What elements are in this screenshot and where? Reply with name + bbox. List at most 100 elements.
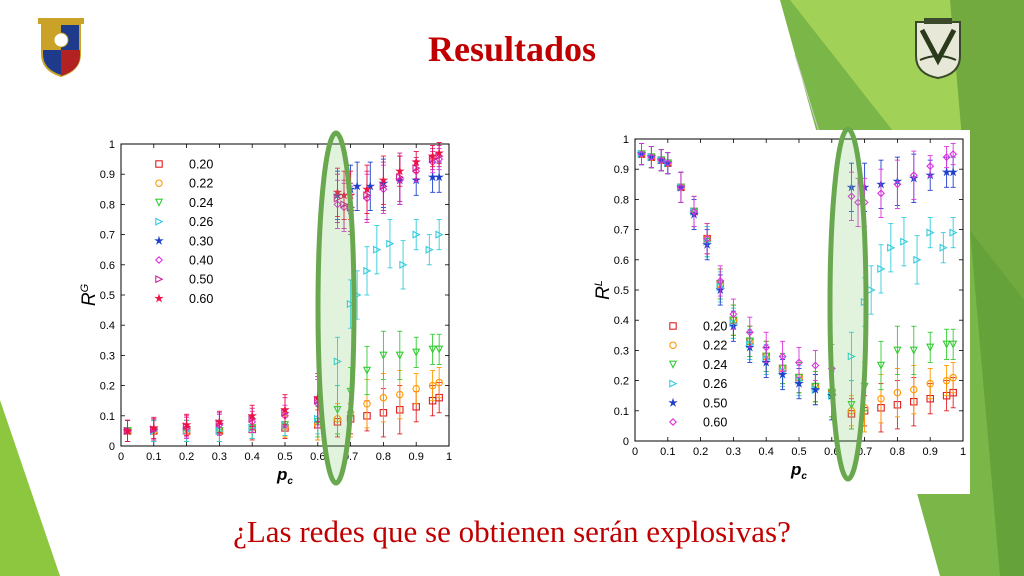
slide-title: Resultados: [427, 29, 597, 69]
y-tick-label: 0.9: [614, 164, 629, 176]
y-tick-label: 0.5: [614, 285, 629, 297]
data-point: [778, 352, 787, 361]
data-point: [412, 348, 421, 357]
y-tick-label: 0.3: [614, 345, 629, 357]
series-0.26: [637, 143, 958, 421]
data-point: [362, 366, 372, 375]
data-point: [363, 399, 371, 408]
chart-global-panel: 0 0.1 0.2 0.3 0.4 0.5 0.6 0.7 0.8 0.9 1 0 0.1 0.2 0.3 0…: [70, 130, 462, 490]
data-point: [942, 376, 951, 385]
x-tick-label: 0.2: [693, 446, 708, 458]
x-tick-label: 0.6: [824, 446, 839, 458]
legend-marker: [669, 341, 677, 349]
data-point: [716, 276, 725, 285]
data-point: [913, 255, 922, 264]
data-point: [181, 419, 192, 429]
slide-question: ¿Las redes que se obtienen serán explosi…: [233, 514, 791, 549]
y-tick-label: 0.6: [100, 260, 115, 272]
legend-marker: [154, 198, 164, 207]
x-tick-label: 0.8: [890, 446, 905, 458]
data-point: [396, 390, 404, 399]
data-point: [887, 243, 896, 252]
x-tick-label: 0.5: [791, 446, 806, 458]
data-point: [663, 159, 672, 168]
data-point: [949, 340, 958, 349]
y-tick-label: 0.6: [614, 255, 629, 267]
data-point: [893, 180, 902, 189]
data-point: [745, 328, 754, 337]
legend-marker: [155, 179, 163, 187]
data-point: [214, 416, 225, 426]
data-point: [148, 422, 159, 432]
series-0.50: [123, 145, 444, 442]
legend-label: 0.60: [703, 416, 727, 430]
x-axis-label: pc: [276, 465, 293, 487]
x-tick-label: 1: [960, 446, 966, 458]
data-point: [379, 393, 388, 402]
data-point: [877, 264, 886, 273]
legend-marker: [669, 418, 677, 426]
data-point: [435, 230, 444, 239]
data-point: [676, 183, 685, 192]
data-point: [949, 228, 958, 237]
y-tick-label: 0: [623, 436, 629, 448]
y-tick-label: 0.8: [614, 194, 629, 206]
data-point: [939, 243, 948, 252]
x-tick-label: 0.1: [660, 446, 675, 458]
plot-frame: [634, 138, 964, 442]
series-0.26: [123, 219, 444, 442]
legend-label: 0.50: [703, 396, 727, 410]
data-point: [811, 361, 820, 370]
y-tick-label: 0.4: [100, 320, 115, 332]
legend-label: 0.24: [189, 196, 213, 210]
legend-label: 0.26: [703, 377, 727, 391]
y-tick-label: 0.7: [614, 225, 629, 237]
data-point: [122, 425, 133, 435]
x-tick-label: 0.6: [310, 451, 325, 463]
legend-marker: [154, 235, 164, 245]
x-tick-label: 0.9: [923, 446, 938, 458]
y-tick-label: 1: [623, 134, 629, 146]
data-point: [926, 228, 935, 237]
data-point: [434, 148, 444, 158]
unam-crest-icon: [915, 18, 961, 80]
data-point: [926, 162, 935, 171]
data-point: [428, 381, 437, 390]
data-point: [794, 378, 804, 388]
data-point: [362, 184, 372, 194]
series-0.22: [637, 143, 957, 433]
data-point: [280, 404, 290, 414]
data-point: [777, 369, 788, 379]
series-0.60: [122, 142, 444, 442]
x-tick-label: 0.4: [245, 451, 260, 463]
data-point: [926, 343, 935, 352]
legend-label: 0.22: [703, 339, 727, 353]
x-tick-label: 0: [632, 446, 638, 458]
x-tick-label: 0: [118, 451, 124, 463]
data-point: [795, 358, 803, 367]
y-tick-label: 0.9: [100, 169, 115, 181]
legend-marker: [668, 397, 678, 407]
left-green-accent: [0, 400, 60, 576]
x-tick-label: 0.1: [146, 451, 161, 463]
legend-label: 0.40: [189, 254, 213, 268]
data-point: [425, 245, 434, 254]
data-point: [637, 150, 646, 159]
legend-marker: [669, 379, 678, 388]
y-tick-label: 0.2: [614, 376, 629, 388]
data-point: [762, 343, 771, 352]
data-point: [942, 340, 951, 349]
data-point: [942, 153, 951, 162]
data-point: [703, 234, 712, 243]
y-tick-label: 0.1: [614, 406, 629, 418]
legend-label: 0.20: [189, 158, 213, 172]
y-tick-label: 1: [109, 139, 115, 151]
x-tick-label: 0.4: [759, 446, 774, 458]
data-point: [690, 207, 699, 216]
chart-local: 0 0.1 0.2 0.3 0.4 0.5 0.6 0.7 0.8 0.9 1 0 0.1 0.2 0.3 0…: [593, 134, 966, 482]
x-tick-label: 0.2: [179, 451, 194, 463]
data-point: [373, 245, 382, 254]
y-tick-label: 0: [109, 441, 115, 453]
legend-marker: [154, 293, 164, 303]
data-point: [365, 181, 376, 191]
